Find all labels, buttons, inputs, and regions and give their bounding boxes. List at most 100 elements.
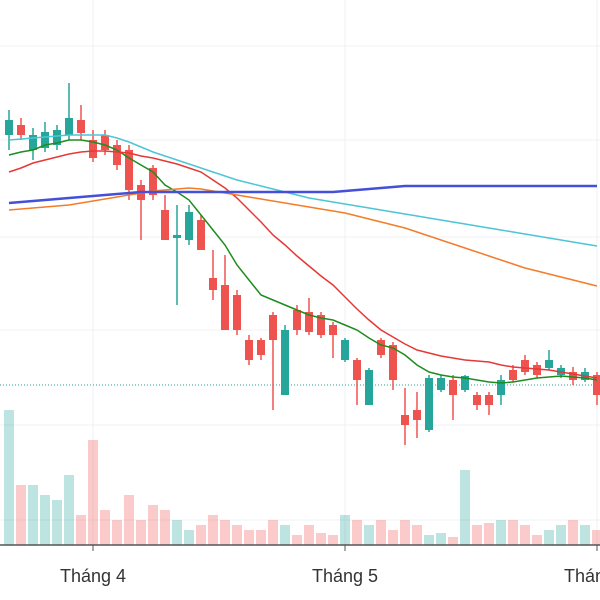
candle-body bbox=[113, 145, 121, 165]
volume-bar bbox=[472, 525, 482, 545]
volume-bar bbox=[304, 525, 314, 545]
candle-body bbox=[29, 135, 37, 150]
candle-body bbox=[89, 140, 97, 158]
volume-bar bbox=[148, 505, 158, 545]
volume-bar bbox=[328, 535, 338, 545]
volume-bar bbox=[40, 495, 50, 545]
volume-bar bbox=[592, 530, 600, 545]
volume-bar bbox=[316, 533, 326, 545]
volume-bar bbox=[496, 520, 506, 545]
candle-body bbox=[485, 395, 493, 405]
volume-bar bbox=[76, 515, 86, 545]
volume-bar bbox=[4, 410, 14, 545]
candle-body bbox=[329, 325, 337, 335]
candle-body bbox=[389, 345, 397, 380]
candle-body bbox=[65, 118, 73, 135]
volume-bar bbox=[88, 440, 98, 545]
volume-bar bbox=[388, 530, 398, 545]
volume-bar bbox=[556, 525, 566, 545]
volume-bar bbox=[340, 515, 350, 545]
candle-body bbox=[185, 212, 193, 240]
candle-body bbox=[41, 132, 49, 148]
candle-body bbox=[221, 285, 229, 330]
volume-bar bbox=[244, 530, 254, 545]
candle-body bbox=[521, 360, 529, 372]
candle-body bbox=[149, 168, 157, 195]
candle-body bbox=[77, 120, 85, 133]
candle-body bbox=[317, 315, 325, 335]
candle-body bbox=[281, 330, 289, 395]
candle-body bbox=[497, 380, 505, 395]
candle-body bbox=[17, 125, 25, 135]
candle-body bbox=[461, 376, 469, 390]
candle-body bbox=[197, 220, 205, 250]
candle-body bbox=[161, 210, 169, 240]
ma-line bbox=[8, 134, 598, 247]
volume-bar bbox=[16, 485, 26, 545]
candle-body bbox=[341, 340, 349, 360]
volume-bar bbox=[232, 525, 242, 545]
candle-body bbox=[173, 235, 181, 238]
volume-bar bbox=[436, 533, 446, 545]
volume-bar bbox=[544, 530, 554, 545]
candle-body bbox=[401, 415, 409, 425]
volume-bar bbox=[160, 510, 170, 545]
volume-bar bbox=[424, 535, 434, 545]
volume-bar bbox=[520, 525, 530, 545]
candle-body bbox=[437, 378, 445, 390]
x-tick-label: Tháng 6 bbox=[564, 566, 600, 586]
volume-bar bbox=[112, 520, 122, 545]
candle-body bbox=[377, 340, 385, 355]
volume-bar bbox=[28, 485, 38, 545]
volume-bar bbox=[184, 530, 194, 545]
candle-body bbox=[125, 150, 133, 190]
candle-body bbox=[209, 278, 217, 290]
volume-bar bbox=[172, 520, 182, 545]
volume-bar bbox=[352, 520, 362, 545]
volume-bar bbox=[400, 520, 410, 545]
candle-body bbox=[305, 312, 313, 332]
volume-bar bbox=[364, 525, 374, 545]
candle-body bbox=[293, 310, 301, 330]
volume-bar bbox=[196, 525, 206, 545]
x-tick-label: Tháng 5 bbox=[312, 566, 378, 586]
volume-bar bbox=[580, 525, 590, 545]
candle-body bbox=[533, 365, 541, 375]
volume-bar bbox=[448, 537, 458, 545]
candle-body bbox=[425, 378, 433, 430]
ma-line bbox=[8, 184, 597, 205]
candle-body bbox=[413, 410, 421, 420]
volume-bar bbox=[64, 475, 74, 545]
ma-line bbox=[8, 150, 598, 379]
volume-bar bbox=[136, 520, 146, 545]
volume-bar bbox=[280, 525, 290, 545]
candle-body bbox=[473, 395, 481, 405]
candle-body bbox=[53, 130, 61, 145]
volume-bar bbox=[52, 500, 62, 545]
x-tick-label: Tháng 4 bbox=[60, 566, 126, 586]
candle-body bbox=[245, 340, 253, 360]
candle-body bbox=[593, 375, 600, 395]
candle-body bbox=[545, 360, 553, 368]
candle-body bbox=[101, 135, 109, 150]
volume-bar bbox=[532, 535, 542, 545]
ma-line bbox=[8, 187, 598, 287]
volume-bar bbox=[460, 470, 470, 545]
volume-bar bbox=[412, 525, 422, 545]
candle-body bbox=[257, 340, 265, 355]
candle-body bbox=[509, 370, 517, 380]
volume-bar bbox=[508, 520, 518, 545]
volume-bar bbox=[268, 520, 278, 545]
volume-bar bbox=[208, 515, 218, 545]
candle-body bbox=[449, 380, 457, 395]
candle-body bbox=[353, 360, 361, 380]
volume-bar bbox=[220, 520, 230, 545]
candle-body bbox=[5, 120, 13, 135]
volume-bar bbox=[124, 495, 134, 545]
ma-line bbox=[8, 139, 598, 384]
candle-body bbox=[569, 372, 577, 380]
candle-body bbox=[365, 370, 373, 405]
volume-bar bbox=[292, 535, 302, 545]
candle-body bbox=[269, 315, 277, 340]
